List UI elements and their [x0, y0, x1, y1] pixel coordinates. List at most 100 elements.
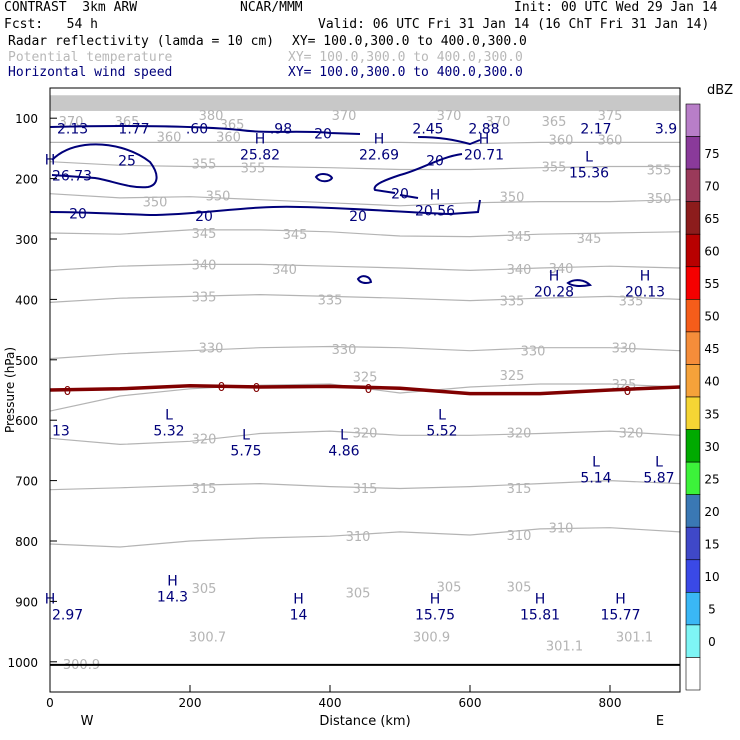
wind-extremum-value: 14 [290, 608, 308, 624]
wind-contour [51, 143, 158, 189]
wind-extremum-marker: H [615, 592, 626, 608]
wind-extremum-marker: H [430, 592, 441, 608]
theta-label: 350 [206, 190, 231, 205]
theta-label: 310 [507, 529, 532, 544]
wind-extremum-value: 25.82 [240, 147, 280, 163]
field-theta-xy: XY= 100.0,300.0 to 400.0,300.0 [288, 50, 523, 65]
colorbar-label: 45 [704, 342, 719, 356]
colorbar-swatch [685, 461, 701, 495]
theta-extremum-value: 301.1 [546, 640, 583, 655]
theta-label: 360 [157, 130, 182, 145]
theta-label: 350 [143, 196, 168, 211]
wind-extremum-marker: H [293, 592, 304, 608]
colorbar-label: 20 [704, 505, 719, 519]
colorbar-label: 40 [704, 375, 719, 389]
colorbar-label: 35 [704, 407, 719, 421]
wind-extremum-marker: H [430, 188, 441, 204]
theta-label: 315 [353, 482, 378, 497]
theta-label: 365 [542, 115, 567, 130]
theta-label: 340 [192, 258, 217, 273]
theta-label: 320 [353, 426, 378, 441]
east-label: E [656, 714, 664, 729]
theta-contour-340 [49, 263, 681, 272]
wind-extremum-marker: L [592, 455, 600, 471]
theta-label: 320 [619, 426, 644, 441]
y-tick-label: 300 [15, 233, 38, 247]
wind-extremum-value: 20.13 [625, 285, 665, 301]
colorbar-swatch [685, 494, 701, 528]
colorbar-label: 65 [704, 212, 719, 226]
theta-contour-330 [49, 345, 681, 360]
colorbar-swatch [685, 103, 701, 137]
theta-label: 375 [598, 109, 623, 124]
theta-label: 370 [437, 109, 462, 124]
theta-label: 355 [647, 164, 672, 179]
wind-extremum-value: 2.17 [580, 121, 611, 137]
theta-label: 370 [332, 109, 357, 124]
field-wind-xy: XY= 100.0,300.0 to 400.0,300.0 [288, 65, 523, 80]
theta-label: 335 [192, 290, 217, 305]
theta-label: 330 [199, 342, 224, 357]
y-tick-label: 700 [15, 475, 38, 489]
wind-extremum-value: 15.75 [415, 608, 455, 624]
y-axis-title: Pressure (hPa) [3, 347, 17, 433]
colorbar-swatch [685, 136, 701, 170]
colorbar-label: 50 [704, 310, 719, 324]
wind-contour [356, 275, 373, 284]
theta-label: 355 [192, 158, 217, 173]
theta-label: 345 [577, 232, 602, 247]
wind-extremum-marker: H [535, 592, 546, 608]
theta-contour-310 [49, 527, 681, 548]
field-theta: Potential temperature [8, 50, 173, 65]
wind-extremum-value: 5.14 [580, 471, 611, 487]
theta-label: 355 [542, 161, 567, 176]
theta-label: 305 [437, 580, 462, 595]
wind-extremum-marker: L [655, 455, 663, 471]
wind-extremum-value: 13 [52, 423, 70, 439]
wind-contour [49, 199, 481, 217]
wind-extremum-marker: H [374, 131, 385, 147]
wind-contour-label: 20 [69, 207, 87, 223]
colorbar-label: 15 [704, 538, 719, 552]
theta-label: 320 [507, 426, 532, 441]
colorbar-swatch [685, 624, 701, 658]
wind-extremum-value: 20.71 [464, 147, 504, 163]
y-tick-label: 500 [15, 354, 38, 368]
theta-label: 350 [647, 192, 672, 207]
theta-label: 345 [507, 230, 532, 245]
y-tick-label: 600 [15, 414, 38, 428]
wind-extremum-marker: H [167, 574, 178, 590]
y-tick-label: 200 [15, 173, 38, 187]
freezing-level-label: 0 [253, 381, 261, 395]
theta-contour-320 [49, 430, 681, 446]
freezing-level-label: 0 [218, 380, 226, 394]
theta-label: 330 [521, 345, 546, 360]
wind-contour-label: 20 [349, 209, 367, 225]
wind-extremum-value: 14.3 [157, 590, 188, 606]
colorbar-label: 55 [704, 277, 719, 291]
y-tick-label: 1000 [7, 656, 38, 670]
model-title: CONTRAST 3km ARW [4, 0, 138, 15]
theta-label: 360 [598, 133, 623, 148]
wind-extremum-value: 5.52 [426, 423, 457, 439]
colorbar-swatch [685, 559, 701, 593]
theta-label: 355 [241, 162, 266, 177]
theta-label: 325 [353, 371, 378, 386]
theta-label: 305 [507, 580, 532, 595]
field-wind: Horizontal wind speed [8, 65, 173, 80]
theta-contour-355 [49, 161, 680, 171]
wind-contour-label: 20 [195, 209, 213, 225]
wind-extremum-marker: H [255, 131, 266, 147]
wind-extremum-value: 5.87 [643, 471, 674, 487]
upper-theta-band [50, 95, 680, 111]
wind-extremum-value: .60 [186, 121, 208, 137]
colorbar-label: 5 [708, 603, 716, 617]
theta-extremum-value: 300.9 [413, 631, 450, 646]
valid-time: Valid: 06 UTC Fri 31 Jan 14 (16 ChT Fri … [318, 17, 710, 32]
colorbar-label: 75 [704, 147, 719, 161]
wind-extremum-value: 5.32 [153, 423, 184, 439]
theta-label: 310 [346, 530, 371, 545]
wind-contour-label: 20 [314, 126, 332, 142]
wind-extremum-value: 1.77 [118, 121, 149, 137]
